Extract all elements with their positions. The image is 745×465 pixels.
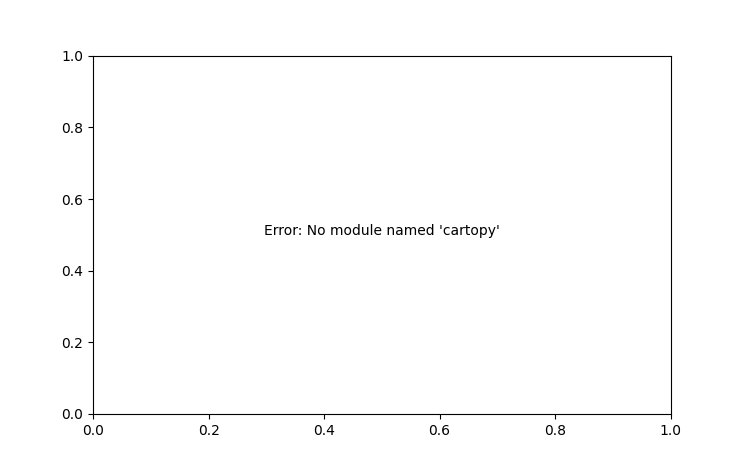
- Text: Error: No module named 'cartopy': Error: No module named 'cartopy': [264, 224, 500, 238]
